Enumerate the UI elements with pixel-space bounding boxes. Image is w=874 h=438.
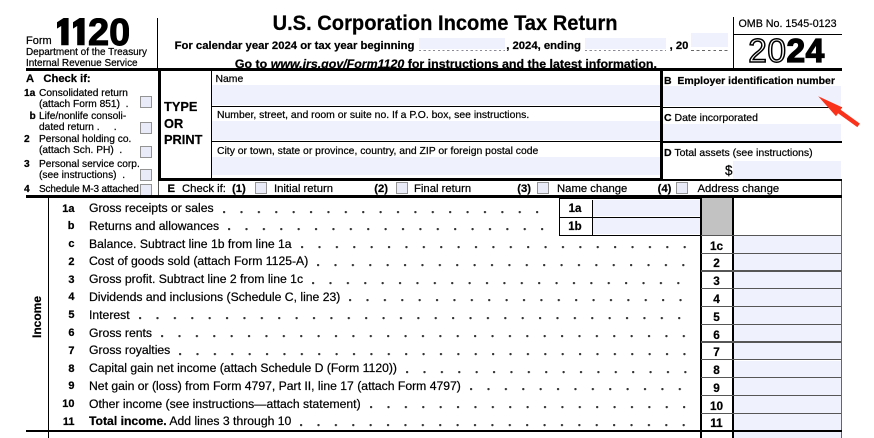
svg-text:20: 20	[88, 18, 129, 46]
